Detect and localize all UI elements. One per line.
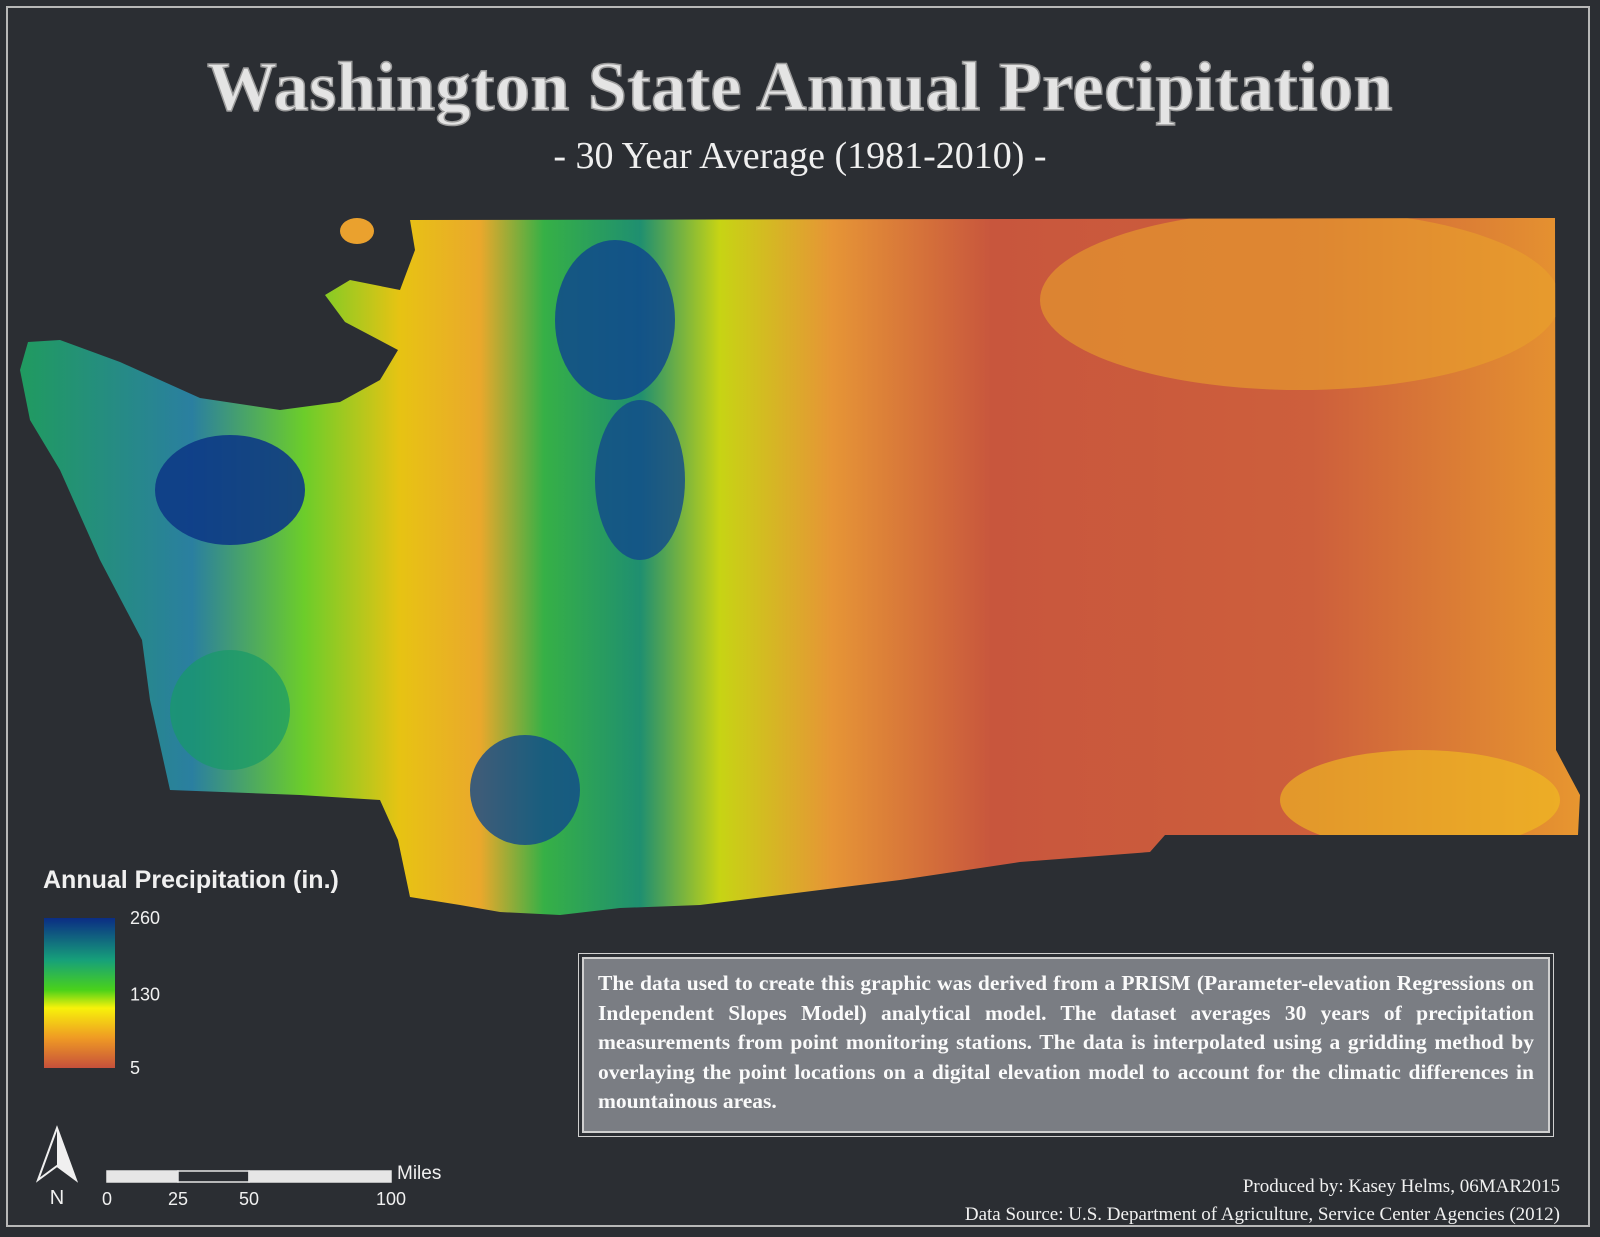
scale-segment [177, 1170, 250, 1183]
island [340, 218, 374, 244]
north-label: N [50, 1187, 64, 1209]
wet-zone [595, 400, 685, 560]
legend: 260 130 5 [44, 908, 160, 1078]
scale-bar: 0 25 50 100 Miles [102, 1163, 441, 1209]
frame [6, 6, 1590, 1227]
wet-zone [470, 735, 580, 845]
wet-zone [555, 240, 675, 400]
legend-tick-label: 130 [130, 984, 160, 1004]
legend-tick-label: 5 [130, 1058, 140, 1078]
scale-tick-label: 0 [102, 1189, 112, 1209]
map-title: Washington State Annual Precipitation [206, 48, 1393, 127]
produced-by: Produced by: Kasey Helms, 06MAR2015 [1242, 1176, 1560, 1197]
wet-zone [170, 650, 290, 770]
legend-title: Annual Precipitation (in.) [43, 866, 339, 894]
wet-zone [155, 435, 305, 545]
scale-segment [106, 1170, 179, 1183]
scale-segment [248, 1170, 392, 1183]
dry-zone [1040, 218, 1560, 390]
map-subtitle: - 30 Year Average (1981-2010) - [553, 135, 1047, 177]
scale-unit: Miles [397, 1163, 441, 1184]
data-source: Data Source: U.S. Department of Agricult… [964, 1204, 1560, 1225]
north-arrow: N [35, 1125, 79, 1209]
scale-tick-label: 50 [239, 1189, 259, 1209]
legend-tick-label: 260 [130, 908, 160, 928]
scale-tick-label: 25 [168, 1189, 188, 1209]
scale-tick-label: 100 [376, 1189, 406, 1209]
state-map [20, 218, 1580, 915]
legend-color-ramp [44, 918, 115, 1068]
dry-zone [1280, 750, 1560, 850]
description-box: The data used to create this graphic was… [578, 953, 1554, 1137]
